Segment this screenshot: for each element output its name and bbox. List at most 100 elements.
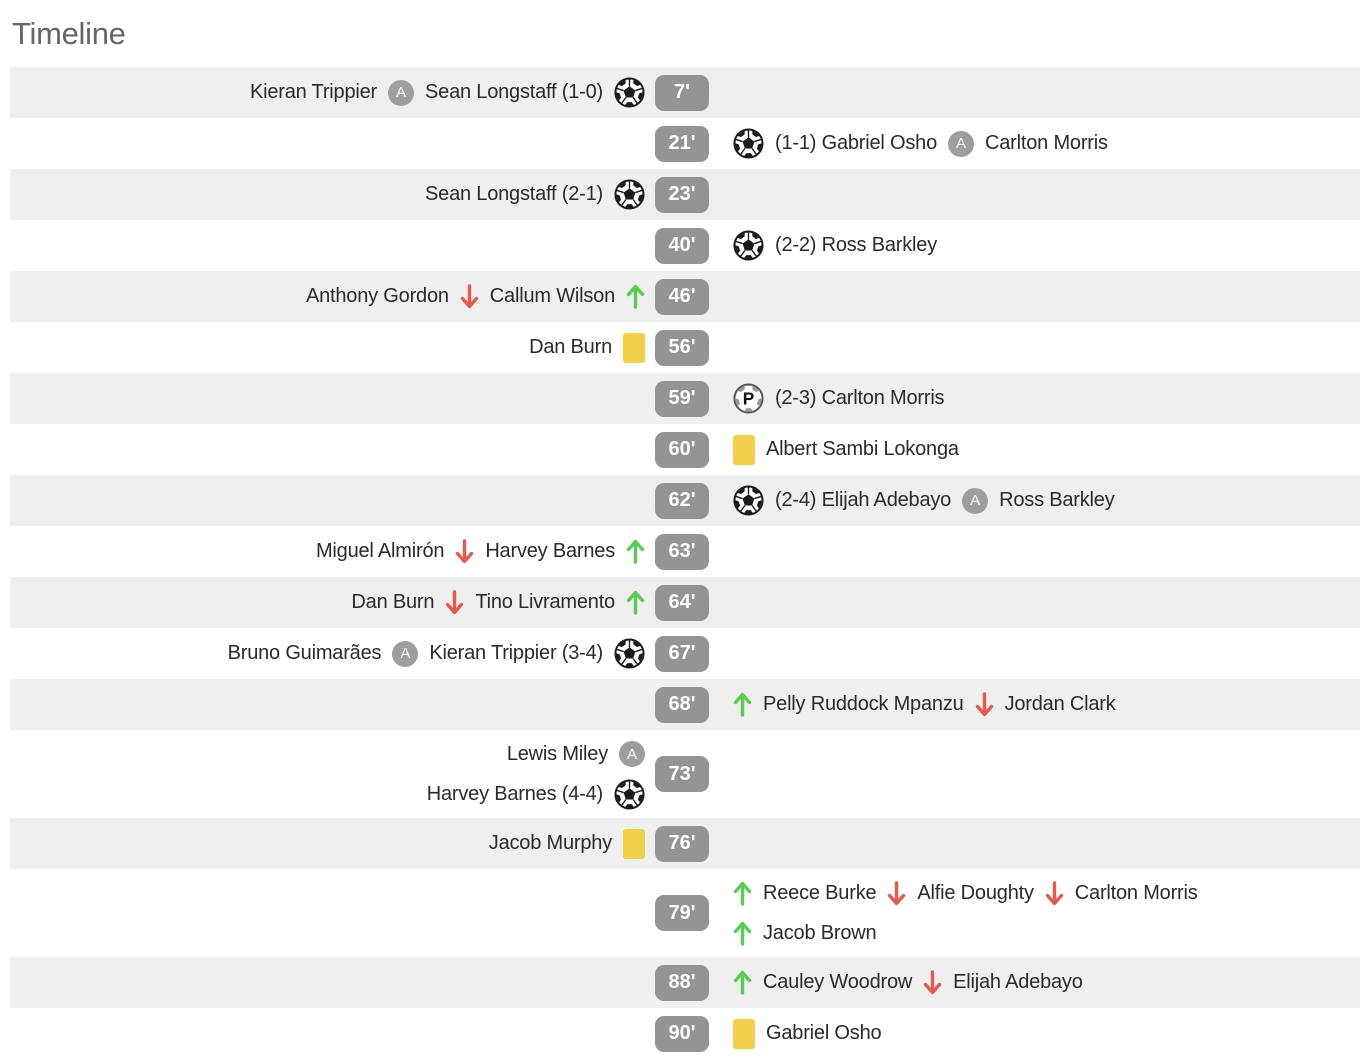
- home-event-zone: Dan Burn: [10, 328, 645, 368]
- player-text: Callum Wilson: [489, 285, 615, 307]
- event-line: Pelly Ruddock Mpanzu Jordan Clark: [733, 685, 1116, 725]
- player-text: Bruno Guimarães: [227, 642, 382, 664]
- home-event-zone: Sean Longstaff (2-1): [10, 175, 645, 215]
- player-text: Tino Livramento: [475, 591, 615, 613]
- player-text: Miguel Almirón: [315, 540, 445, 562]
- player-text: Pelly Ruddock Mpanzu: [763, 693, 964, 715]
- sub-off-icon: [975, 691, 994, 718]
- player-text: Albert Sambi Lokonga: [766, 438, 959, 460]
- player-text: Cauley Woodrow: [763, 971, 913, 993]
- sub-on-icon: [733, 969, 752, 996]
- player-text: Dan Burn: [529, 336, 612, 358]
- player-text: (2-3) Carlton Morris: [775, 387, 945, 409]
- event-line: Sean Longstaff (2-1): [425, 175, 645, 215]
- time-badge: 46': [655, 278, 709, 315]
- event-line: Jacob Brown: [733, 913, 877, 953]
- player-text: Jordan Clark: [1004, 693, 1116, 715]
- timeline-row: Dan Burn 56': [10, 322, 1360, 373]
- timeline-row: Miguel Almirón Harvey Barnes 63': [10, 526, 1360, 577]
- player-text: Jacob Brown: [763, 921, 877, 944]
- time-badge: 67': [655, 635, 709, 672]
- player-text: Jacob Murphy: [488, 832, 612, 854]
- time-badge: 73': [655, 756, 709, 792]
- sub-off-icon: [887, 880, 906, 907]
- event-line: Cauley Woodrow Elijah Adebayo: [733, 963, 1083, 1003]
- time-badge: 56': [655, 329, 709, 366]
- player-text: Carlton Morris: [985, 132, 1108, 154]
- time-badge: 79': [655, 895, 709, 931]
- away-event-zone: Albert Sambi Lokonga: [733, 430, 1360, 470]
- assist-icon: A: [962, 487, 989, 514]
- time-badge: 23': [655, 176, 709, 213]
- event-line: Anthony Gordon Callum Wilson: [306, 277, 645, 317]
- timeline-row: 62' (2-4) Elijah Adebayo A Ross Barkley: [10, 475, 1360, 526]
- event-line: Jacob Murphy: [489, 824, 645, 864]
- player-text: Ross Barkley: [999, 489, 1115, 511]
- player-text: Lewis Miley: [506, 742, 608, 765]
- sub-on-icon: [626, 283, 645, 310]
- home-event-zone: Anthony Gordon Callum Wilson: [10, 277, 645, 317]
- penalty-goal-icon: P: [733, 383, 764, 414]
- timeline-row: 40' (2-2) Ross Barkley: [10, 220, 1360, 271]
- player-text: Elijah Adebayo: [953, 971, 1083, 993]
- home-event-zone: Dan Burn Tino Livramento: [10, 583, 645, 623]
- player-text: Dan Burn: [351, 591, 435, 613]
- event-line: Reece Burke Alfie Doughty Carlton Morris: [733, 873, 1198, 913]
- event-line: Lewis Miley A: [507, 734, 645, 774]
- player-text: (2-2) Ross Barkley: [775, 234, 937, 256]
- timeline-row: Anthony Gordon Callum Wilson 46': [10, 271, 1360, 322]
- sub-off-icon: [1045, 880, 1064, 907]
- player-text: Anthony Gordon: [305, 285, 449, 307]
- home-event-zone: Miguel Almirón Harvey Barnes: [10, 532, 645, 572]
- player-text: Alfie Doughty: [917, 881, 1034, 904]
- event-line: Miguel Almirón Harvey Barnes: [316, 532, 645, 572]
- away-event-zone: Cauley Woodrow Elijah Adebayo: [733, 963, 1360, 1003]
- player-text: Reece Burke: [763, 881, 877, 904]
- goal-ball-icon: [614, 638, 645, 669]
- yellow-card-icon: [623, 332, 645, 363]
- home-event-zone: Lewis Miley A Harvey Barnes (4-4): [10, 734, 645, 814]
- player-text: Carlton Morris: [1074, 881, 1198, 904]
- away-event-zone: P (2-3) Carlton Morris: [733, 379, 1360, 419]
- page-title: Timeline: [12, 16, 126, 51]
- sub-off-icon: [445, 589, 464, 616]
- time-badge: 40': [655, 227, 709, 264]
- goal-ball-icon: [733, 128, 764, 159]
- timeline-row: 60' Albert Sambi Lokonga: [10, 424, 1360, 475]
- timeline-row: 88' Cauley Woodrow Elijah Adebayo: [10, 957, 1360, 1008]
- match-timeline-page: Timeline Kieran Trippier A Sean Longstaff …: [0, 16, 1360, 1059]
- sub-off-icon: [455, 538, 474, 565]
- home-event-zone: Bruno Guimarães A Kieran Trippier (3-4): [10, 634, 645, 674]
- event-line: Dan Burn Tino Livramento: [351, 583, 645, 623]
- sub-on-icon: [733, 880, 752, 907]
- event-line: Bruno Guimarães A Kieran Trippier (3-4): [228, 634, 645, 674]
- player-text: Gabriel Osho: [766, 1022, 882, 1044]
- timeline-row: Sean Longstaff (2-1) 23': [10, 169, 1360, 220]
- event-line: (2-4) Elijah Adebayo A Ross Barkley: [733, 481, 1115, 521]
- event-line: Gabriel Osho: [733, 1014, 882, 1054]
- goal-ball-icon: [614, 77, 645, 108]
- away-event-zone: (2-2) Ross Barkley: [733, 226, 1360, 266]
- assist-icon: A: [948, 130, 975, 157]
- time-badge: 62': [655, 482, 709, 519]
- event-line: Albert Sambi Lokonga: [733, 430, 959, 470]
- player-text: (1-1) Gabriel Osho: [775, 132, 938, 154]
- timeline-row: 59' P (2-3) Carlton Morris: [10, 373, 1360, 424]
- timeline-row: Dan Burn Tino Livramento 64': [10, 577, 1360, 628]
- time-badge: 88': [655, 964, 709, 1001]
- player-text: Kieran Trippier (3-4): [429, 642, 603, 664]
- timeline-row: Kieran Trippier A Sean Longstaff (1-0) 7': [10, 67, 1360, 118]
- player-text: (2-4) Elijah Adebayo: [775, 489, 952, 511]
- timeline-row: 21' (1-1) Gabriel Osho A Carlton Morris: [10, 118, 1360, 169]
- event-line: Dan Burn: [529, 328, 645, 368]
- goal-ball-icon: [614, 179, 645, 210]
- sub-on-icon: [733, 920, 752, 947]
- away-event-zone: (1-1) Gabriel Osho A Carlton Morris: [733, 124, 1360, 164]
- time-badge: 68': [655, 686, 709, 723]
- timeline-row: 79' Reece Burke Alfie Doughty Carlton Mo…: [10, 869, 1360, 957]
- time-badge: 7': [655, 74, 709, 111]
- svg-text:P: P: [743, 388, 755, 408]
- timeline-list: Kieran Trippier A Sean Longstaff (1-0) 7' 2…: [10, 67, 1360, 1059]
- timeline-row: Jacob Murphy 76': [10, 818, 1360, 869]
- event-line: (1-1) Gabriel Osho A Carlton Morris: [733, 124, 1108, 164]
